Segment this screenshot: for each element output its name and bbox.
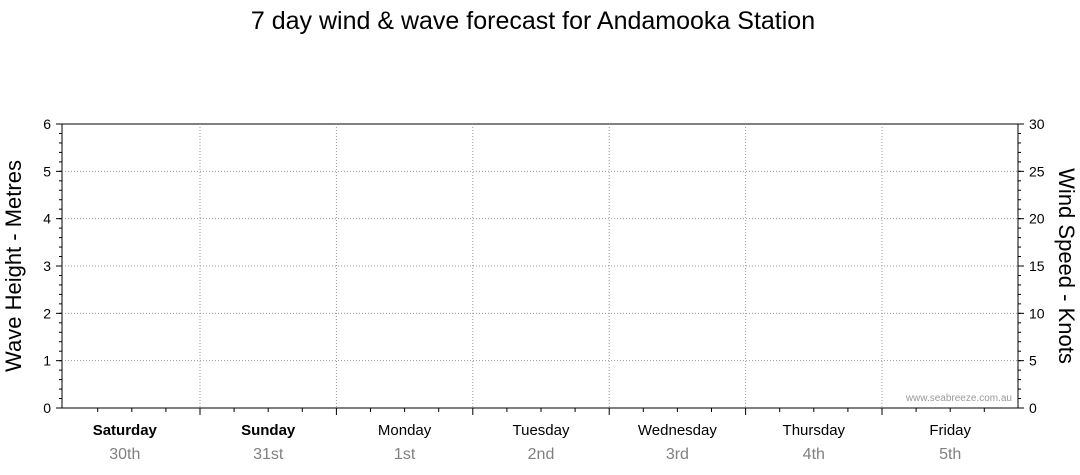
right-tick-label: 15 [1029,258,1045,274]
day-name-label: Monday [378,422,432,439]
day-name-label: Sunday [241,422,296,439]
left-tick-label: 4 [43,211,51,227]
chart-title: 7 day wind & wave forecast for Andamooka… [251,7,815,35]
watermark: www.seabreeze.com.au [905,393,1012,404]
left-tick-label: 2 [43,305,51,321]
right-tick-label: 20 [1029,211,1045,227]
gridlines [62,124,1018,408]
day-name-label: Tuesday [513,422,570,439]
day-date-label: 30th [109,446,140,463]
day-date-label: 1st [394,446,416,463]
day-date-label: 5th [939,446,961,463]
right-tick-label: 0 [1029,400,1037,416]
day-date-label: 2nd [528,446,555,463]
day-name-label: Saturday [93,422,158,439]
right-tick-label: 5 [1029,353,1037,369]
day-date-label: 4th [803,446,825,463]
day-name-label: Thursday [783,422,846,439]
left-tick-label: 1 [43,353,51,369]
right-tick-label: 10 [1029,305,1045,321]
left-axis-label: Wave Height - Metres [1,160,26,372]
x-axis-day-labels: Saturday 30th Sunday 31st Monday 1st Tuesday 2n… [93,408,985,463]
left-axis-ticks: 0 1 2 3 4 5 6 [43,116,62,416]
right-tick-label: 25 [1029,163,1045,179]
right-tick-label: 30 [1029,116,1045,132]
left-tick-label: 3 [43,258,51,274]
left-tick-label: 0 [43,400,51,416]
right-axis-ticks: 0 5 10 15 20 25 30 [1018,116,1045,416]
day-name-label: Friday [929,422,971,439]
left-tick-label: 5 [43,163,51,179]
left-tick-label: 6 [43,116,51,132]
right-axis-label: Wind Speed - Knots [1054,168,1079,364]
day-date-label: 3rd [666,446,689,463]
day-name-label: Wednesday [638,422,717,439]
day-date-label: 31st [253,446,284,463]
